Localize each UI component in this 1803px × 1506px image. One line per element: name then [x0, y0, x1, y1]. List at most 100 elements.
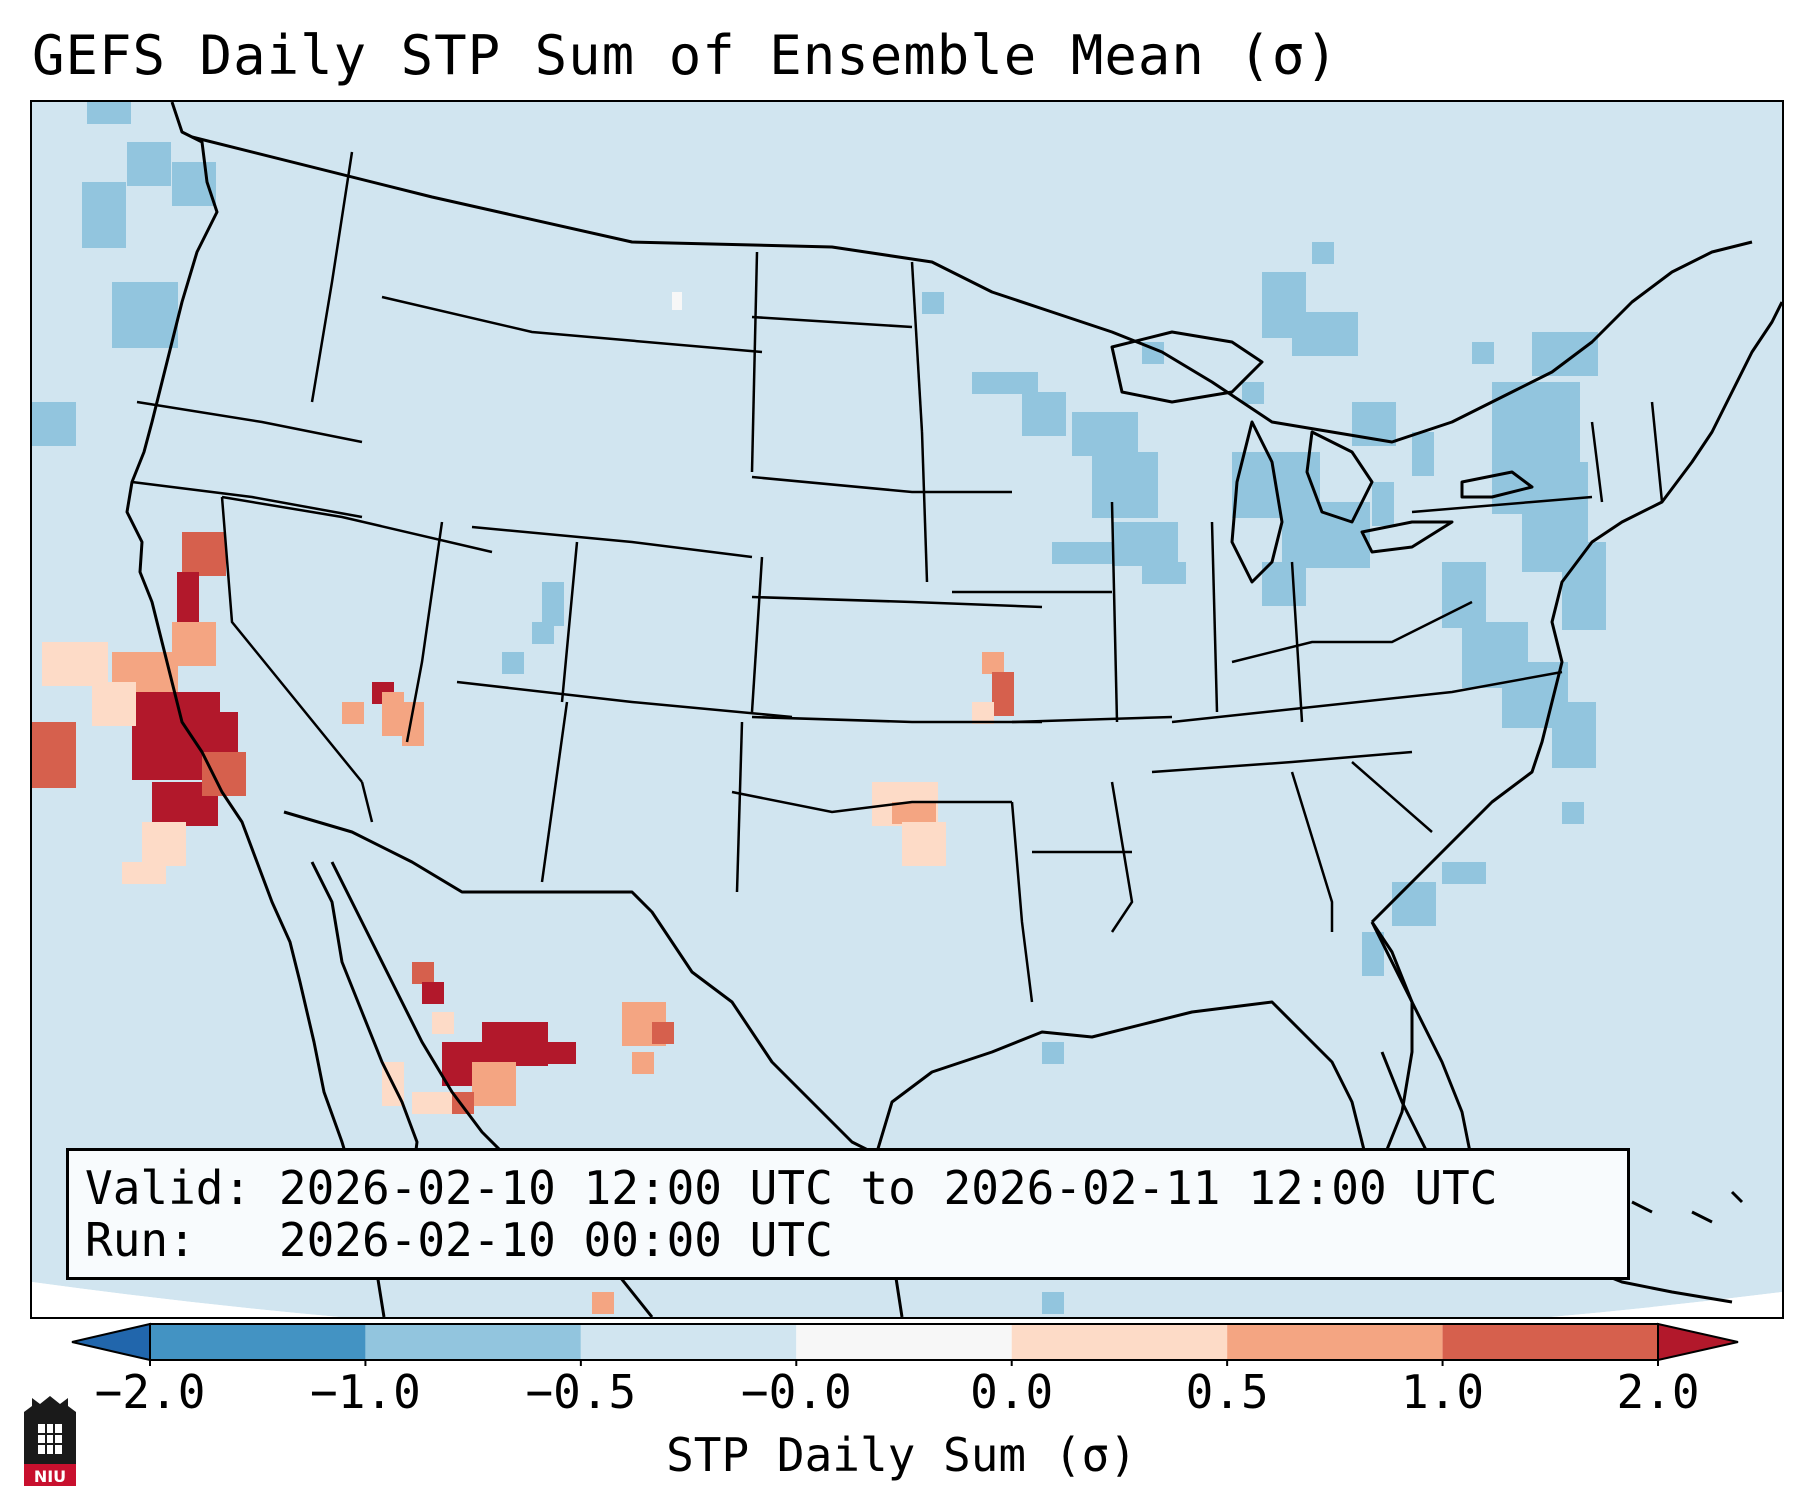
anomaly-cell [122, 862, 144, 884]
anomaly-cell [1042, 1292, 1064, 1314]
anomaly-cell [104, 204, 126, 226]
anomaly-cell [172, 184, 194, 206]
anomaly-cell [1314, 334, 1336, 356]
anomaly-cell [1134, 544, 1156, 566]
anomaly-cell [482, 1022, 504, 1044]
anomaly-cell [1536, 426, 1558, 448]
anomaly-cell [412, 962, 434, 984]
anomaly-cell [87, 102, 109, 124]
colorbar-over-extend [1657, 1322, 1739, 1362]
anomaly-cell [1584, 564, 1606, 586]
anomaly-cell [1558, 426, 1580, 448]
anomaly-cell [1414, 882, 1436, 904]
anomaly-cell [542, 582, 564, 604]
state-line-co-ks [750, 556, 764, 713]
anomaly-cell [1462, 622, 1484, 644]
anomaly-cell [494, 1062, 516, 1084]
state-line-mt-nd [750, 251, 759, 473]
anomaly-cell [216, 734, 238, 756]
anomaly-cell [554, 1042, 576, 1064]
anomaly-cell [156, 282, 178, 304]
anomaly-cell [204, 554, 226, 576]
anomaly-cell [1532, 354, 1554, 376]
state-line-il-in [1210, 521, 1219, 713]
run-text: 2026-02-10 00:00 UTC [278, 1213, 833, 1267]
anomaly-cell [198, 692, 220, 714]
anomaly-cell [112, 304, 134, 326]
anomaly-cell [502, 652, 524, 674]
anomaly-cell [164, 822, 186, 844]
anomaly-cell [1284, 562, 1306, 584]
anomaly-cell [622, 1024, 644, 1046]
anomaly-cell [1514, 426, 1536, 448]
anomaly-cell [972, 372, 994, 394]
anomaly-cell [994, 372, 1016, 394]
anomaly-cell [1254, 496, 1276, 518]
anomaly-cell [472, 1062, 494, 1084]
anomaly-cell [1022, 414, 1044, 436]
anomaly-cell [1492, 448, 1514, 470]
anomaly-cell [216, 712, 238, 734]
anomaly-cell [149, 142, 171, 164]
anomaly-cell [1242, 382, 1264, 404]
anomaly-cell [224, 752, 246, 774]
anomaly-cell [1506, 644, 1528, 666]
anomaly-cell [1156, 544, 1178, 566]
anomaly-cell [54, 402, 76, 424]
anomaly-cell [152, 804, 174, 826]
anomaly-cell [422, 982, 444, 1004]
colorbar-bin [150, 1324, 366, 1360]
anomaly-cell [1262, 562, 1284, 584]
state-line-mo-il [1110, 501, 1119, 723]
anomaly-cell [194, 644, 216, 666]
state-line-mo-ar [1011, 715, 1173, 724]
anomaly-cell [382, 714, 404, 736]
state-line-wa-or [136, 400, 363, 444]
anomaly-cell [1112, 522, 1134, 544]
anomaly-cell [1352, 402, 1374, 424]
anomaly-cell [542, 604, 564, 626]
anomaly-cell [156, 304, 178, 326]
anomaly-cell [1566, 484, 1588, 506]
anomaly-cell [177, 594, 199, 616]
colorbar-frame [149, 1323, 1659, 1361]
anomaly-cell [992, 694, 1014, 716]
lake-michigan [1230, 420, 1284, 584]
anomaly-cell [154, 714, 176, 736]
anomaly-cell [1362, 954, 1384, 976]
state-borders [131, 151, 1664, 1003]
anomaly-cell [1574, 724, 1596, 746]
anomaly-cell [632, 1052, 654, 1074]
projection-domain [32, 102, 1782, 1317]
state-line-ks-ok [751, 715, 1042, 724]
state-line-nv-ut [405, 521, 444, 743]
anomaly-cell [127, 142, 149, 164]
state-line-ny-vt [1590, 421, 1604, 503]
colorbar-bin [580, 1324, 797, 1360]
anomaly-cell [1284, 294, 1306, 316]
anomaly-cell [134, 652, 156, 674]
anomaly-cell [1092, 452, 1114, 474]
anomaly-cell [1044, 414, 1066, 436]
anomaly-cell [902, 844, 924, 866]
anomaly-cell [32, 402, 54, 424]
anomaly-cell [1544, 528, 1566, 550]
valid-run-info-box: Valid: 2026-02-10 12:00 UTC to 2026-02-1… [66, 1148, 1630, 1280]
anomaly-cell [434, 1092, 456, 1114]
anomaly-cell [1312, 242, 1334, 264]
anomaly-cell [1464, 584, 1486, 606]
state-line-id-mt [310, 151, 354, 403]
anomaly-cell [1442, 606, 1464, 628]
anomaly-cell [1562, 586, 1584, 608]
anomaly-cell [1464, 562, 1486, 584]
anomaly-cell [112, 282, 134, 304]
anomaly-cell [1576, 354, 1598, 376]
anomaly-cell [182, 532, 204, 554]
run-line: Run: 2026-02-10 00:00 UTC [85, 1213, 833, 1267]
anomaly-cell [894, 782, 916, 804]
anomaly-cell [1136, 474, 1158, 496]
anomaly-cell [194, 712, 216, 734]
anomaly-cell [1136, 452, 1158, 474]
anomaly-cell [1558, 404, 1580, 426]
anomaly-cell [1326, 546, 1348, 568]
